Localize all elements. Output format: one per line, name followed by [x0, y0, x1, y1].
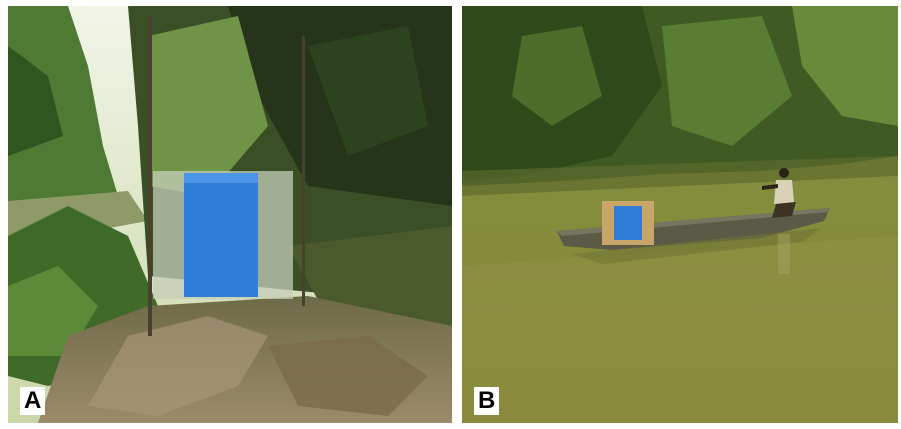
blue-screen	[614, 206, 642, 240]
photo-panel-a: A	[8, 6, 452, 423]
panel-label-a: A	[20, 387, 46, 415]
river-canoe-photo	[462, 6, 898, 423]
panel-label-b: B	[474, 387, 500, 415]
photo-panel-b: B	[462, 6, 898, 423]
riverbank-photo	[8, 6, 452, 423]
blue-screen	[184, 173, 258, 297]
